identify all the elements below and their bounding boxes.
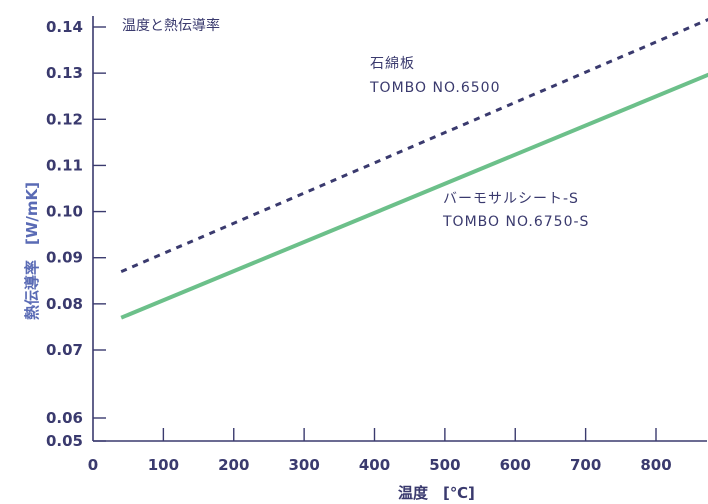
y-tick-label: 0.05 bbox=[46, 432, 83, 450]
x-axis-label: 温度 [℃] bbox=[398, 484, 475, 502]
x-tick-label: 500 bbox=[429, 456, 460, 474]
x-tick-label: 600 bbox=[500, 456, 531, 474]
y-tick-label: 0.08 bbox=[46, 295, 83, 313]
axes: 0.05 0.06 0.07 0.08 0.09 0.10 0.11 0.12 0.13 0.14… bbox=[46, 16, 707, 474]
chart-title: 温度と熱伝導率 bbox=[122, 17, 220, 34]
series-layer bbox=[120, 18, 708, 320]
x-tick-label: 300 bbox=[288, 456, 319, 474]
series-label-asbestos-line2: TOMBO NO.6500 bbox=[369, 80, 500, 96]
x-tick-label: 700 bbox=[570, 456, 601, 474]
x-tick-label: 100 bbox=[148, 456, 179, 474]
x-tick-label: 800 bbox=[640, 456, 671, 474]
y-tick-label: 0.06 bbox=[46, 409, 83, 427]
y-tick-label: 0.09 bbox=[46, 249, 83, 267]
y-tick-label: 0.07 bbox=[46, 341, 83, 359]
y-tick-label: 0.10 bbox=[46, 203, 83, 221]
y-axis-label: 熱伝導率 [W/mK] bbox=[23, 182, 41, 320]
series-label-thermal-sheet-line1: バーモサルシート-S bbox=[443, 191, 579, 207]
y-tick-label: 0.11 bbox=[46, 156, 83, 174]
y-tick-label: 0.12 bbox=[46, 110, 83, 128]
x-tick-label: 200 bbox=[218, 456, 249, 474]
series-label-asbestos-line1: 石綿板 bbox=[370, 56, 415, 72]
y-tick-label: 0.14 bbox=[46, 18, 83, 36]
series-line-thermal-sheet bbox=[120, 72, 708, 320]
x-tick-label: 400 bbox=[359, 456, 390, 474]
y-tick-label: 0.13 bbox=[46, 64, 83, 82]
x-tick-label: 0 bbox=[88, 456, 98, 474]
series-label-thermal-sheet-line2: TOMBO NO.6750-S bbox=[442, 214, 589, 230]
